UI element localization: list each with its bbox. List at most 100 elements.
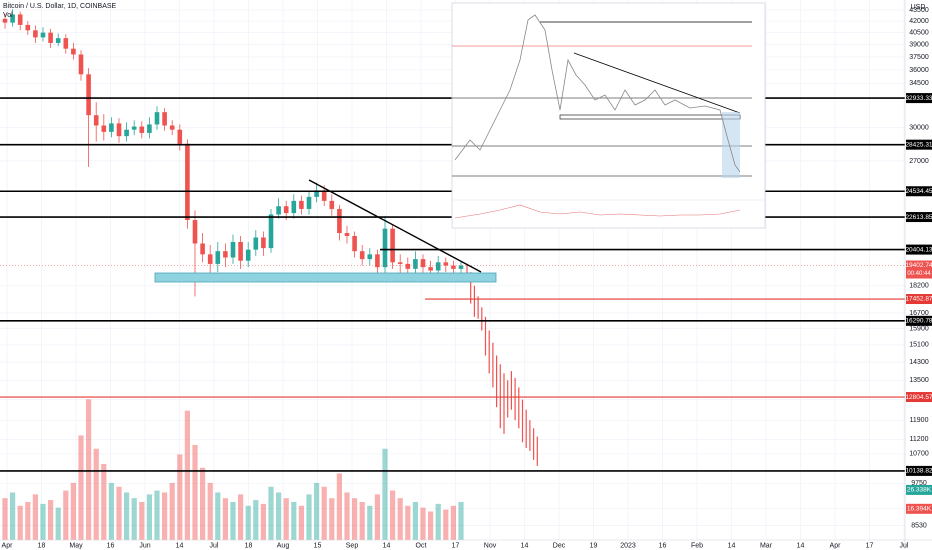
candle-body [154, 112, 160, 125]
volume-bar [192, 444, 198, 540]
candle-body [451, 265, 456, 269]
volume-bar [298, 505, 304, 540]
y-tick-label: 8530 [911, 522, 927, 529]
x-tick-label: 16 [659, 542, 667, 549]
x-tick-label: 17 [866, 542, 874, 549]
level-label-bg [906, 186, 932, 197]
level-label: 24534.45 [905, 188, 932, 195]
grid [0, 0, 905, 540]
volume-bar [78, 435, 84, 540]
volume-bar [17, 505, 23, 540]
level-label-bg [906, 93, 932, 104]
volume-bar [25, 501, 31, 540]
inset-trend [573, 52, 741, 114]
volume-bar [230, 501, 236, 540]
candle-body [124, 129, 129, 137]
candle-body [359, 251, 365, 260]
volume-bar [93, 448, 99, 540]
volume-bar [443, 509, 449, 540]
volume-bar [207, 482, 213, 540]
inset-screenshot [451, 2, 766, 229]
x-tick-label: Oct [416, 542, 427, 549]
trend-line [308, 179, 482, 273]
candle-body [17, 14, 23, 25]
candle-body [25, 24, 31, 31]
volume-bar [184, 410, 190, 540]
volume-bar [412, 501, 418, 540]
volume-bar [314, 482, 320, 540]
level-label: 32933.33 [905, 95, 932, 102]
y-tick-label: 11200 [910, 436, 929, 443]
x-tick-label: 17 [452, 542, 460, 549]
x-tick-label: 14 [728, 542, 736, 549]
candle-body [397, 262, 403, 264]
volume-bar [131, 498, 137, 540]
candle-body [215, 251, 221, 264]
volume-bar [329, 498, 335, 540]
currency: USD [911, 4, 926, 11]
x-tick-label: 18 [245, 542, 253, 549]
x-tick-label: Dec [553, 542, 566, 549]
chart-title: Bitcoin / U.S. Dollar, 1D, COINBASE [3, 3, 117, 10]
candle-body [2, 18, 8, 23]
candle-body [200, 243, 205, 255]
level-label-bg [906, 294, 932, 305]
volume-bar [450, 505, 456, 540]
candle-body [245, 249, 251, 261]
candle-body [93, 115, 99, 126]
volume-label: 26.338K [907, 487, 932, 494]
volume-bar [177, 454, 183, 540]
candle-body [420, 259, 426, 268]
x-tick-label: Nov [484, 542, 497, 549]
y-tick-label: 39000 [909, 41, 929, 48]
candle-body [207, 254, 213, 264]
level-label-bg [906, 392, 932, 403]
volume-bar [169, 482, 175, 540]
annotations [154, 2, 766, 283]
volume-bar [146, 494, 152, 540]
candle-body [283, 206, 289, 214]
candle-body [253, 237, 259, 250]
volume-bar [116, 486, 122, 540]
volume-bar [428, 511, 434, 540]
support-zone [154, 272, 497, 283]
volume-bar [253, 500, 259, 540]
last-price-label: 19402.74 [905, 262, 932, 269]
x-tick-label: 16 [107, 542, 115, 549]
candle-body [63, 38, 69, 49]
candle-body [238, 241, 243, 261]
volume-bar [405, 505, 411, 540]
volume-bar [55, 507, 61, 540]
volume-bar [238, 494, 244, 540]
x-tick-label: 14 [176, 542, 184, 549]
level-label: 12804.57 [905, 394, 932, 401]
level-label: 28425.31 [905, 141, 932, 148]
candle-body [375, 254, 380, 268]
candle-body [261, 237, 266, 249]
x-tick-label: 14 [797, 542, 805, 549]
level-label: 10138.82 [905, 468, 932, 475]
volume-bar [162, 492, 168, 540]
x-tick-label: Jul [900, 542, 909, 549]
candle-body [109, 123, 114, 132]
candle-body [428, 267, 433, 271]
volume-bar [40, 503, 46, 540]
candle-body [40, 32, 46, 38]
candle-body [86, 74, 91, 116]
volume-bar [222, 498, 228, 540]
inset-price [454, 14, 741, 173]
candle-body [314, 190, 319, 197]
candle-body [131, 126, 137, 130]
volume-bar [260, 503, 266, 540]
level-label-bg [906, 139, 932, 150]
candle-body [71, 48, 76, 55]
candle-body [329, 200, 335, 209]
volume-bar [2, 498, 8, 540]
volume-bar [359, 501, 365, 540]
volume-bar [245, 505, 251, 540]
volume-bar [32, 494, 38, 540]
volume-bar [458, 501, 464, 540]
volume-bar [63, 490, 69, 540]
volume-bar [336, 473, 342, 540]
